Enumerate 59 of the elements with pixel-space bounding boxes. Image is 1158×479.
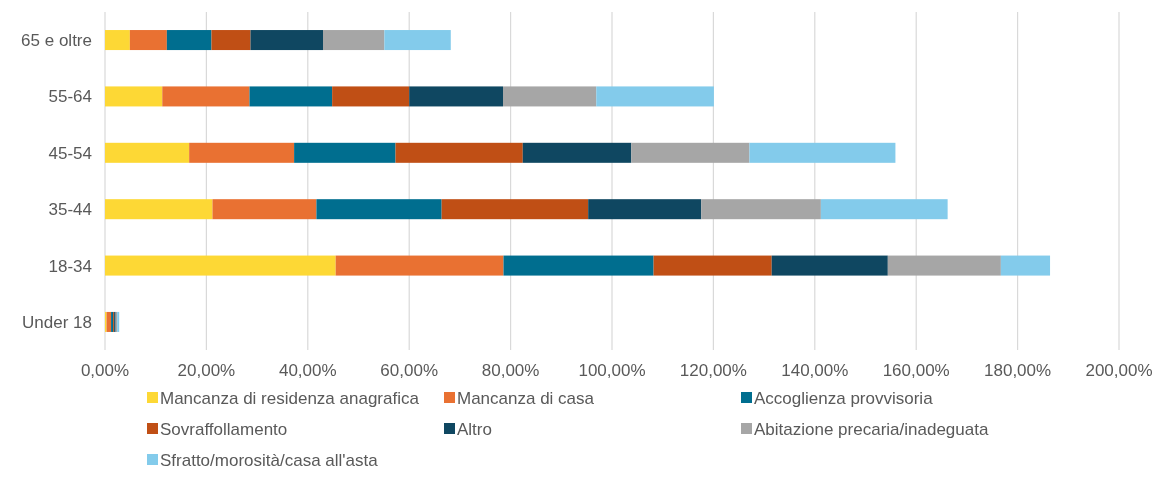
bar <box>166 30 212 51</box>
legend-label: Mancanza di residenza anagrafica <box>160 388 420 408</box>
bar <box>771 255 888 276</box>
y-tick-label: 35-44 <box>48 200 92 220</box>
x-tick-label: 120,00% <box>679 361 747 380</box>
x-tick-label: 40,00% <box>278 361 337 380</box>
y-tick-label: 18-34 <box>48 256 92 276</box>
bar <box>503 255 654 276</box>
bar <box>332 86 410 107</box>
x-tick-label: 20,00% <box>177 361 236 380</box>
legend-label: Abitazione precaria/inadeguata <box>754 419 989 439</box>
legend-label: Altro <box>457 419 492 439</box>
x-tick-label: 160,00% <box>882 361 950 380</box>
bar <box>105 199 213 220</box>
bar <box>588 199 702 220</box>
bar <box>129 30 167 51</box>
y-tick-label: 45-54 <box>48 143 92 163</box>
y-tick-label: Under 18 <box>22 312 92 332</box>
bar <box>323 30 385 51</box>
bar <box>395 142 523 163</box>
bar <box>335 255 504 276</box>
bar <box>189 142 295 163</box>
bar <box>820 199 948 220</box>
y-tick-label: 55-64 <box>48 87 92 107</box>
bar <box>249 86 333 107</box>
bar <box>1000 255 1051 276</box>
bar <box>316 199 442 220</box>
bar <box>105 30 130 51</box>
legend-label: Sovraffollamento <box>160 419 288 439</box>
bar <box>887 255 1001 276</box>
bar <box>701 199 821 220</box>
bar <box>294 142 396 163</box>
bar <box>409 86 503 107</box>
x-tick-label: 200,00% <box>1085 361 1153 380</box>
legend-label: Sfratto/morosità/casa all'asta <box>160 450 379 470</box>
bar <box>212 199 317 220</box>
x-tick-label: 140,00% <box>781 361 849 380</box>
bar <box>162 86 250 107</box>
bar <box>631 142 750 163</box>
bar <box>211 30 251 51</box>
bar <box>653 255 772 276</box>
legend-label: Mancanza di casa <box>457 388 595 408</box>
bar <box>105 142 190 163</box>
bar <box>522 142 632 163</box>
x-tick-label: 60,00% <box>380 361 439 380</box>
x-tick-label: 100,00% <box>578 361 646 380</box>
bar <box>749 142 896 163</box>
x-tick-label: 180,00% <box>984 361 1052 380</box>
bar <box>250 30 324 51</box>
x-tick-label: 80,00% <box>481 361 540 380</box>
bar <box>105 255 336 276</box>
x-tick-label: 0,00% <box>80 361 130 380</box>
bar <box>596 86 714 107</box>
bar <box>503 86 597 107</box>
bar <box>105 86 163 107</box>
y-tick-label: 65 e oltre <box>21 31 92 50</box>
bar <box>384 30 451 51</box>
legend-label: Accoglienza provvisoria <box>754 388 934 408</box>
bar <box>441 199 589 220</box>
